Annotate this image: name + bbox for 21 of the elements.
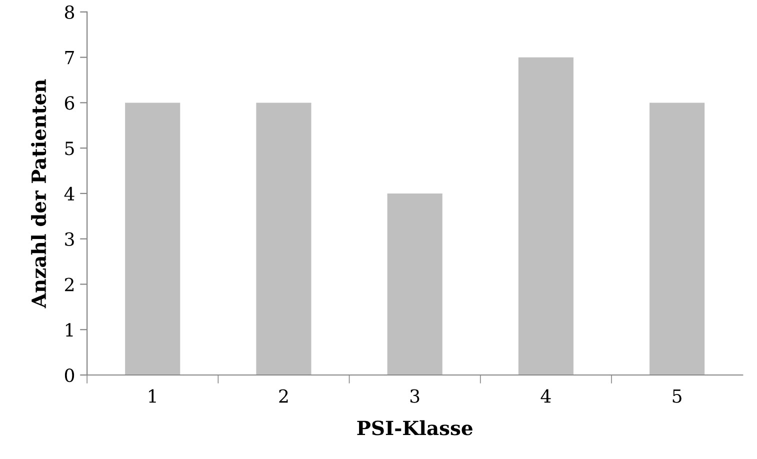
bar: [518, 57, 574, 376]
y-tick-label: 8: [64, 5, 74, 20]
y-tick-label: 2: [64, 278, 74, 292]
bar: [650, 102, 705, 376]
x-tick-label: 1: [149, 389, 156, 403]
y-tick-label: 4: [64, 186, 74, 200]
x-tick-label: 3: [410, 389, 420, 403]
y-tick-label: 1: [66, 323, 73, 336]
y-tick-label: 6: [64, 96, 74, 110]
bar: [125, 102, 180, 376]
x-tick-label: 5: [672, 389, 682, 403]
y-tick-label: 3: [65, 232, 74, 246]
y-axis-title: Anzahl der Patienten: [31, 79, 46, 308]
x-tick-label: 4: [540, 389, 551, 403]
y-tick-label: 5: [65, 142, 74, 156]
x-tick-label: 2: [279, 389, 288, 403]
bar: [256, 102, 312, 376]
y-tick-label: 0: [64, 368, 74, 382]
x-axis-title: PSI-Klasse: [357, 420, 472, 436]
bar: [387, 193, 442, 376]
y-tick-label: 7: [65, 51, 74, 64]
